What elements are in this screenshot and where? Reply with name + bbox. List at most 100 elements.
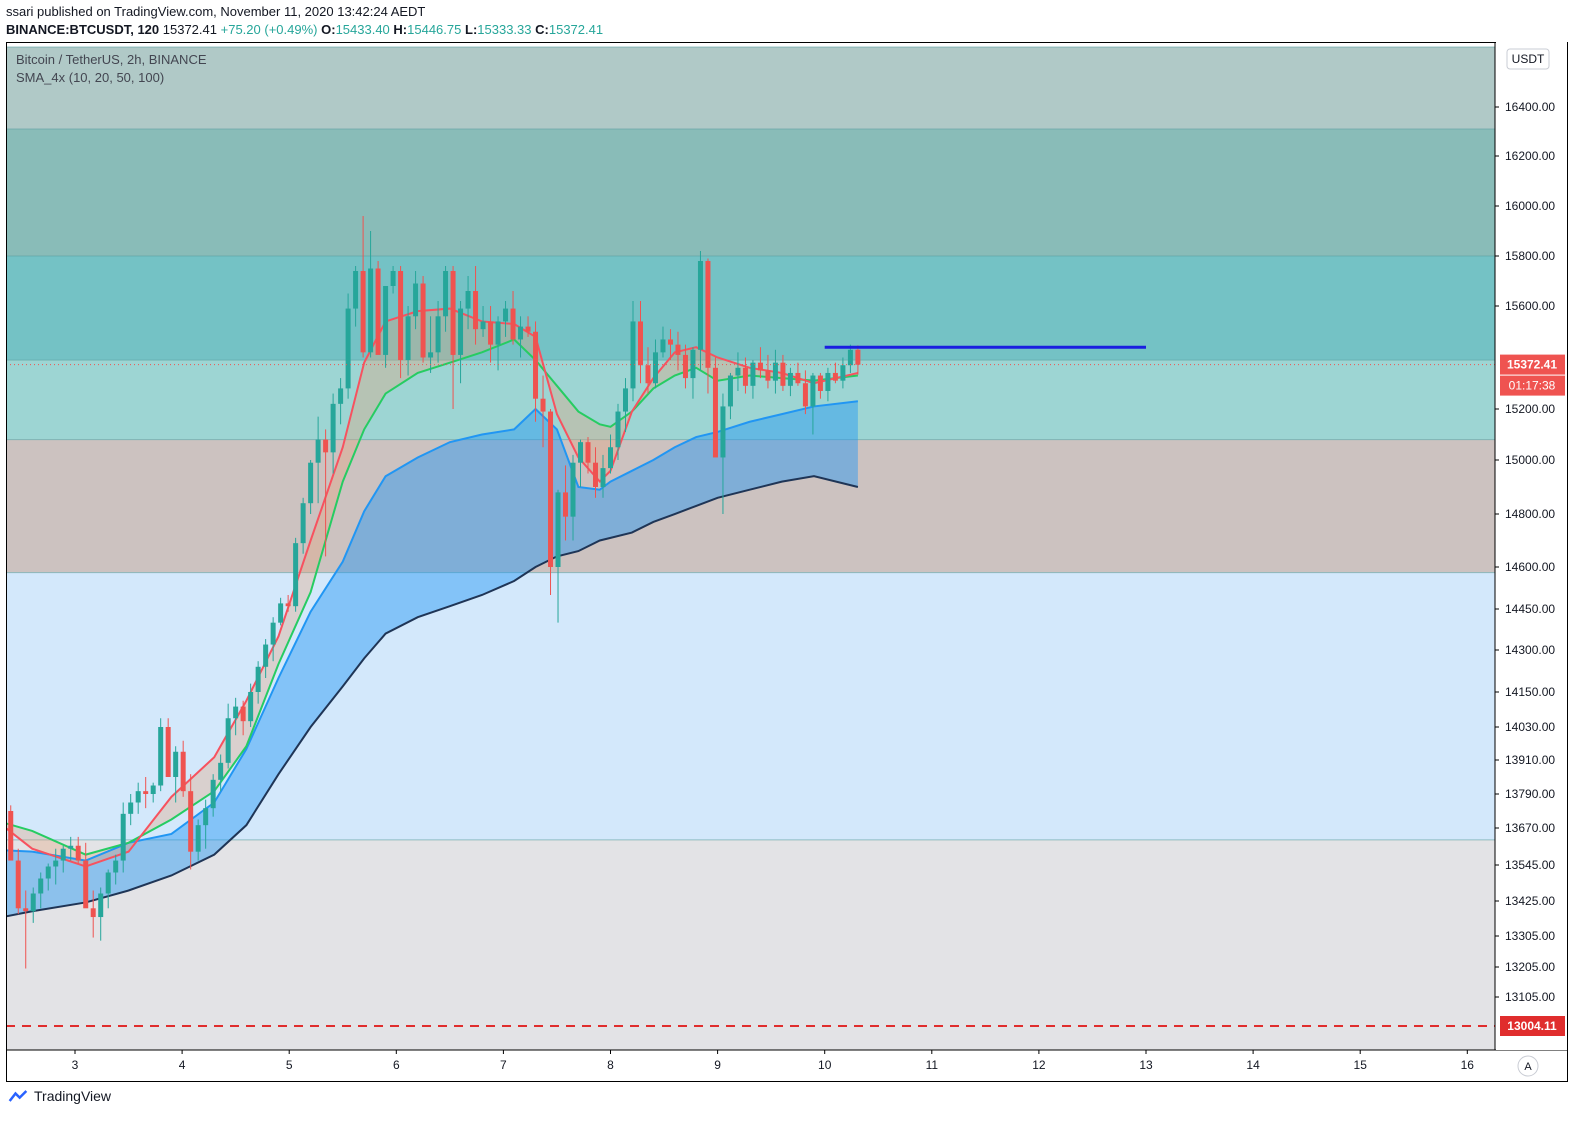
candle-body [518,326,524,340]
price-tick-label: 16200.00 [1505,149,1555,163]
time-tick-label: 10 [818,1058,832,1072]
candle-body [765,370,771,381]
candle-body [615,411,621,448]
price-tick-label: 13105.00 [1505,990,1555,1004]
price-zone-6 [6,839,1495,1050]
candle-body [428,352,434,358]
price-zone-1 [6,129,1495,256]
candle-body [578,442,584,463]
candle-body [165,727,171,777]
footer-brand[interactable]: TradingView [8,1088,111,1104]
last-price-tag-label: 15372.41 [1507,358,1557,372]
candle-body [330,403,336,453]
candle-body [203,808,209,826]
brand-name: TradingView [34,1088,112,1104]
price-tick-label: 16000.00 [1505,199,1555,213]
price-tick-label: 15600.00 [1505,299,1555,313]
candle-body [690,349,696,379]
candle-body [742,367,748,386]
time-tick-label: 4 [179,1058,186,1072]
candle-body [300,503,306,544]
candle-body [802,383,808,407]
price-tick-label: 14030.00 [1505,720,1555,734]
candle-body [233,706,239,719]
time-tick-label: 6 [393,1058,400,1072]
chart-border [6,42,1568,1082]
candle-body [488,321,494,345]
auto-scale-button[interactable] [1517,1055,1539,1077]
stop-level-tag-label: 13004.11 [1507,1019,1557,1033]
candle-body [608,447,613,469]
currency-badge[interactable] [1506,48,1550,70]
high-label: H: [393,22,408,37]
price-tick-label: 13790.00 [1505,787,1555,801]
candle-body [735,367,741,376]
candle-body [855,349,861,365]
candle-body [772,362,778,381]
candle-body [323,439,329,453]
currency-badge-label: USDT [1512,52,1545,66]
candle-body [795,372,801,384]
candle-body [675,344,681,355]
candle-body [540,398,546,412]
price-tick-label: 13670.00 [1505,821,1555,835]
candle-body [255,666,261,692]
candle-body [225,718,231,763]
candle-body [285,603,291,607]
candle-body [787,372,793,386]
candle-body [218,762,224,780]
candle-body [263,644,269,667]
time-tick-label: 9 [714,1058,721,1072]
candle-body [458,308,464,355]
candle-body [480,321,486,330]
chart-legend-indicator[interactable]: SMA_4x (10, 20, 50, 100) [16,70,165,85]
candle-body [75,845,81,861]
time-tick-label: 8 [607,1058,614,1072]
candle-body [720,406,726,458]
symbol-label: BINANCE:BTCUSDT, 120 [6,22,160,37]
candle-body [398,271,404,361]
time-tick-label: 11 [926,1058,939,1072]
candle-body [450,271,456,355]
candle-body [53,860,59,867]
time-tick-label: 7 [500,1058,507,1072]
candle-body [443,271,449,317]
chart-frame[interactable]: 16400.00 16200.00 16000.00 15800.00 15600.00… [0,42,1568,1082]
candle-body [105,872,111,894]
low-value: 15333.33 [477,22,532,37]
time-tick-label: 15 [1354,1058,1368,1072]
candle-body [420,283,426,358]
price-tick-label: 13205.00 [1505,960,1555,974]
price-tick-label: 13545.00 [1505,858,1555,872]
auto-scale-label: A [1524,1061,1532,1073]
price-zone-4 [6,439,1495,573]
candle-body [840,365,846,381]
candle-body [180,751,186,792]
price-tick-label: 14800.00 [1505,507,1555,521]
symbol-quote-line: BINANCE:BTCUSDT, 120 15372.41 +75.20 (+0… [6,22,603,37]
candle-body [413,283,419,317]
candle-body [383,286,389,355]
candle-body [780,362,786,386]
price-tick-label: 14150.00 [1505,685,1555,699]
price-chart[interactable]: 16400.00 16200.00 16000.00 15800.00 15600.00… [0,42,1568,1082]
candle-body [143,791,149,794]
sma-line-sma-100 [0,475,859,919]
price-zone-5 [6,572,1495,840]
time-tick-label: 12 [1032,1058,1046,1072]
candle-body [622,388,628,412]
candle-body [293,543,299,607]
candle-body [98,893,104,918]
low-label: L: [465,22,478,37]
candle-body [8,811,14,861]
time-tick-label: 5 [286,1058,293,1072]
price-tick-label: 16400.00 [1505,100,1555,114]
candle-body [158,727,164,786]
last-price: 15372.41 [162,22,217,37]
candle-body [405,316,411,361]
candle-body [248,692,254,722]
candle-body [360,271,366,353]
candle-body [173,751,179,777]
candle-body [188,791,194,852]
candle-body [570,462,576,517]
